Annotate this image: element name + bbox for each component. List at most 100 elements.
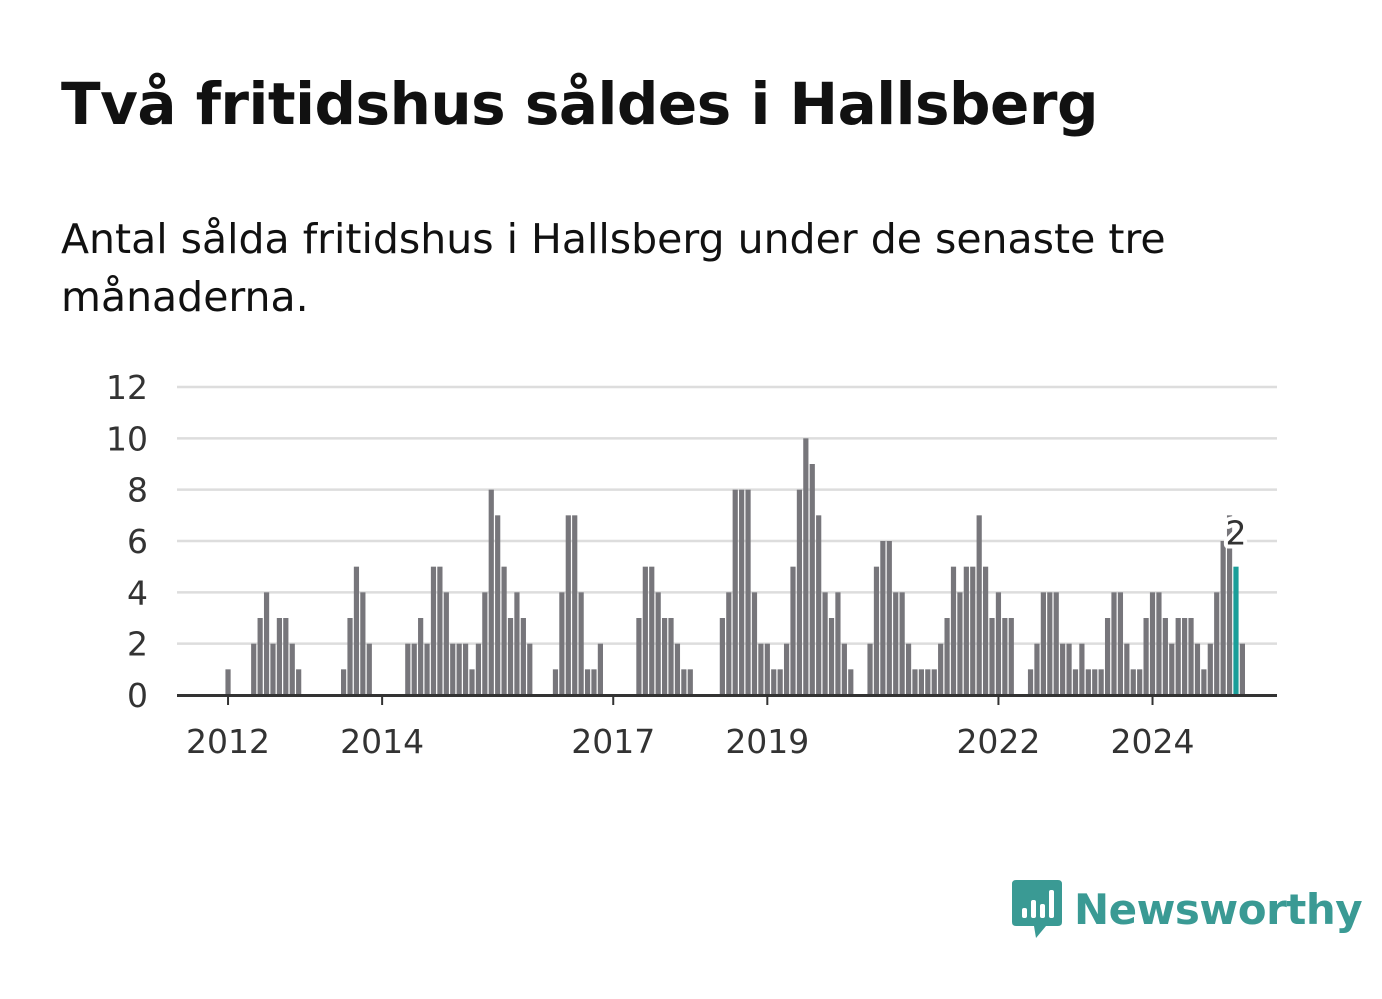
brand-name: Newsworthy [1074,884,1363,934]
bar [636,618,642,695]
bar [1060,643,1066,695]
chart-title: Två fritidshus såldes i Hallsberg [61,70,1099,138]
bar [719,618,725,695]
bar [790,566,796,695]
bar [353,566,360,695]
bar [674,643,681,695]
bar [803,438,809,695]
bar [1040,592,1046,695]
bar [475,643,482,695]
bar [1182,618,1188,695]
bar [777,669,783,695]
bar [507,618,514,695]
bar [1239,643,1245,695]
bar [456,643,462,695]
bar [1092,669,1098,695]
x-tick-label: 2019 [725,722,809,761]
bar [841,643,847,695]
bar [1207,643,1213,695]
bar [1111,592,1117,695]
bar [983,566,989,695]
highlight-label: 2 [1221,510,1250,557]
bar [552,669,559,695]
bar [783,643,790,695]
bar [437,566,443,695]
x-tick-label: 2012 [186,722,270,761]
bar [1214,592,1220,695]
bar [1053,592,1059,695]
y-tick-label: 0 [127,676,148,715]
y-tick-label: 6 [127,522,148,561]
bar [950,566,957,695]
bar [835,592,841,695]
bar [1162,618,1168,695]
bar [944,618,950,695]
bar [1124,643,1130,695]
bar [880,541,886,695]
bar [873,566,880,695]
bar [1072,669,1079,695]
bar [495,515,501,695]
bar [1008,618,1014,695]
bar [649,566,655,695]
bar [411,643,417,695]
bar [726,592,732,695]
bar [1149,592,1156,695]
bar [1066,643,1072,695]
bar [893,592,899,695]
bar [1027,669,1034,695]
x-tick-label: 2024 [1111,722,1195,761]
bar [655,592,661,695]
bar [482,592,488,695]
bar [1047,592,1053,695]
bar [591,669,597,695]
bar [1194,643,1201,695]
bar [751,592,758,695]
bar [360,592,366,695]
newsworthy-logo: Newsworthy [1010,878,1363,940]
bar [732,489,738,695]
bar [270,643,276,695]
bar [1079,643,1085,695]
bar [938,643,944,695]
bar [957,592,963,695]
bar [1201,669,1207,695]
bar [758,643,764,695]
x-tick-label: 2014 [340,722,424,761]
bar [283,618,289,695]
bar [912,669,918,695]
bar [668,618,674,695]
bar [976,515,982,695]
bar [520,618,526,695]
bar [572,515,578,695]
bar [341,669,347,695]
bar [462,643,469,695]
bar [1002,618,1008,695]
bar [296,669,302,695]
bar [642,566,648,695]
bar [771,669,777,695]
bar [745,489,751,695]
bar [418,618,424,695]
y-tick-label: 10 [106,419,148,458]
bar [527,643,533,695]
bar [424,643,430,695]
newsworthy-logo-icon [1012,880,1062,938]
y-axis-ticks: 0 2 4 6 8 10 12 [106,368,148,715]
bar [1175,618,1181,695]
bar [1143,618,1149,695]
bar [488,489,494,695]
bar [739,489,745,695]
bar [565,515,571,695]
y-tick-label: 8 [127,471,148,510]
bar [469,669,475,695]
bar [905,643,912,695]
bar [925,669,931,695]
bar [501,566,507,695]
bar [1085,669,1091,695]
bar [276,618,282,695]
bar [1098,669,1104,695]
bar [263,592,270,695]
bar [366,643,372,695]
bar [225,669,231,695]
